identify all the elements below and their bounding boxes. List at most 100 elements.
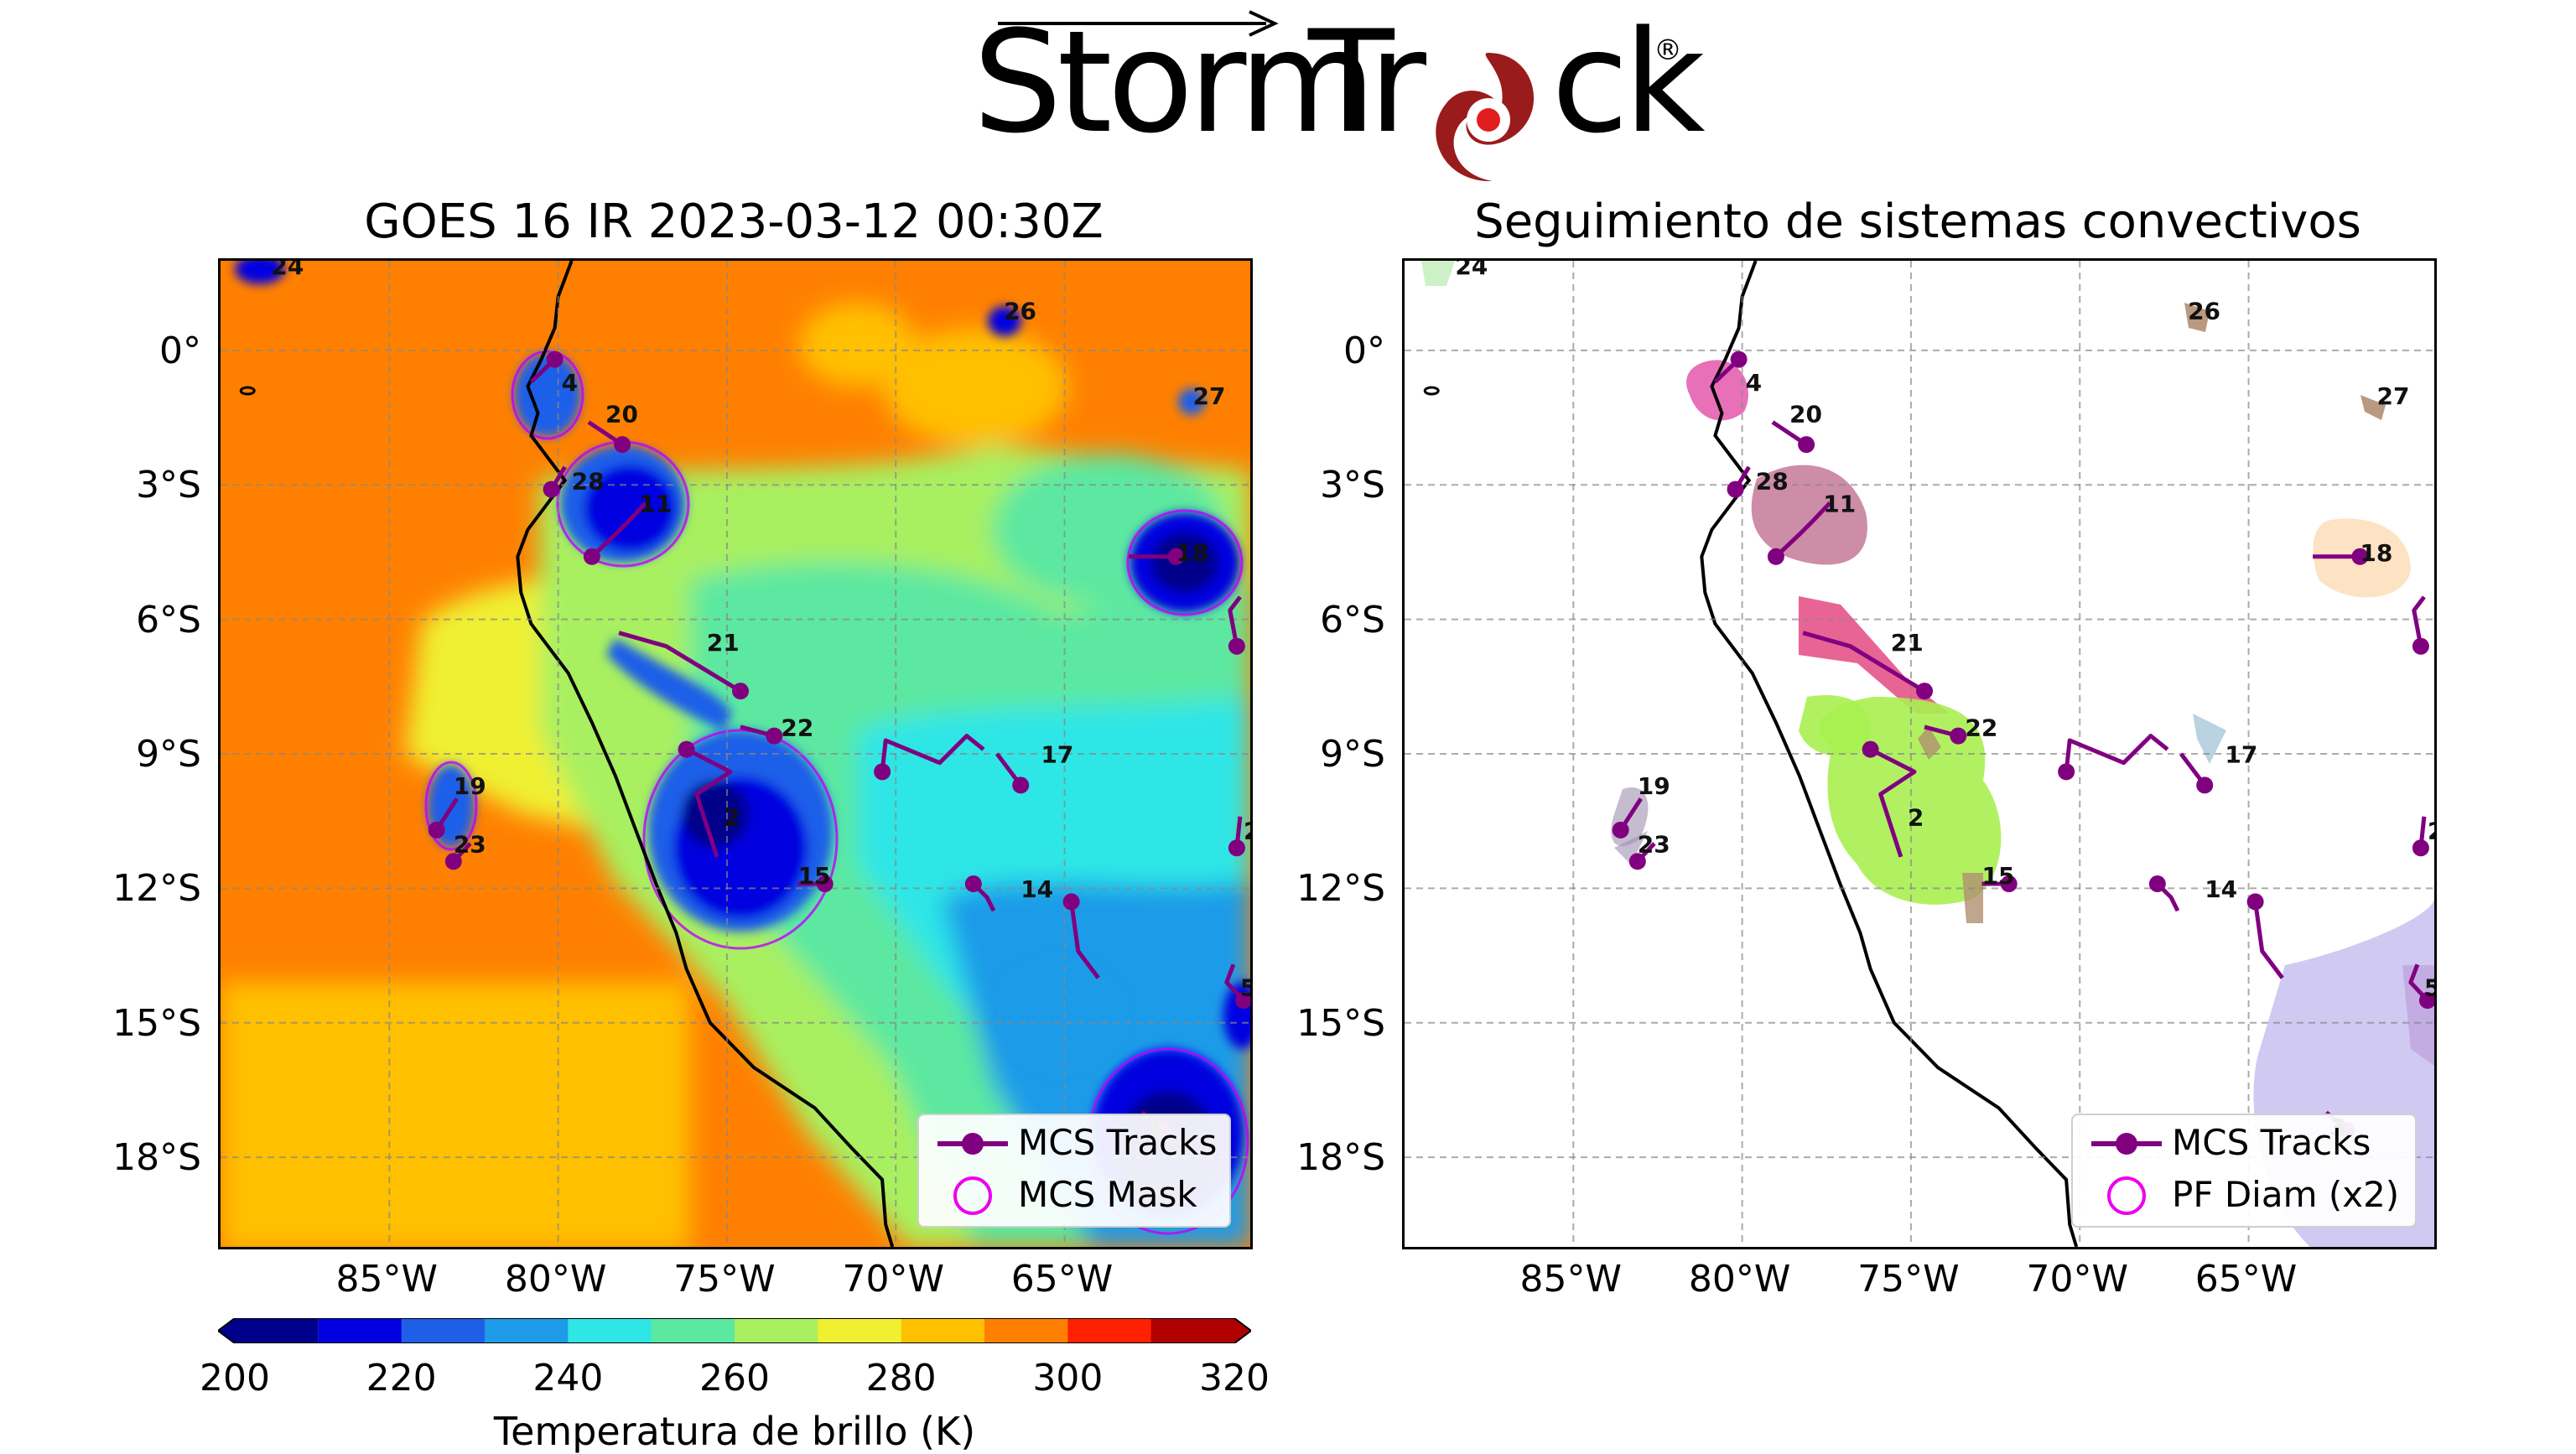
mcs-track-point <box>1767 548 1784 565</box>
colorbar-segment <box>651 1318 735 1343</box>
lon-tick-label: 70°W <box>2026 1258 2128 1301</box>
colorbar-tick-label: 300 <box>1032 1357 1104 1399</box>
system-id-label: 20 <box>605 400 638 428</box>
mcs-track-point <box>2148 875 2166 893</box>
system-id-label: 4 <box>1746 369 1762 397</box>
lon-tick-label: 80°W <box>1688 1258 1791 1301</box>
mcs-track-point <box>816 875 834 893</box>
mcs-track-point <box>1798 436 1815 454</box>
lon-tick-label: 85°W <box>335 1258 439 1301</box>
mcs-track-point <box>1062 893 1080 911</box>
mcs-track-line <box>1869 747 1917 858</box>
colorbar-segment <box>218 1318 319 1343</box>
legend-row-tracks: MCS Tracks <box>919 1119 1229 1169</box>
coastline <box>239 261 895 1247</box>
mcs-track-point <box>2351 548 2369 565</box>
mcs-track-point <box>1612 821 1629 839</box>
mcs-track-point <box>874 763 891 781</box>
colorbar <box>216 1317 1253 1344</box>
mcs-track-point <box>678 740 695 758</box>
colorbar-tick-label: 280 <box>865 1357 937 1399</box>
colorbar-label: Temperatura de brillo (K) <box>493 1409 976 1454</box>
lat-tick-label: 9°S <box>136 733 201 776</box>
colorbar-segment <box>401 1318 486 1343</box>
hurricane-swirl-icon <box>1426 40 1551 191</box>
lon-tick-label: 80°W <box>504 1258 607 1301</box>
colorbar-segment <box>318 1318 402 1343</box>
mcs-track-line <box>1774 501 1832 558</box>
lat-tick-label: 15°S <box>112 1001 201 1045</box>
colorbar-segment <box>901 1318 985 1343</box>
mcs-track-point <box>2196 776 2214 794</box>
mcs-track-point <box>444 853 462 870</box>
system-id-label: 23 <box>1638 831 1670 859</box>
right-legend: MCS Tracks PF Diam (x2) <box>2071 1114 2417 1228</box>
mcs-track-point <box>428 821 445 839</box>
system-id-label: 11 <box>639 490 672 517</box>
lat-tick-label: 3°S <box>1320 464 1385 507</box>
system-id-label: 17 <box>1041 741 1073 769</box>
logo-text-tr: Tr <box>1308 0 1426 164</box>
mcs-track-line <box>1228 595 1242 647</box>
system-id-label: 21 <box>1891 629 1924 657</box>
colorbar-segment <box>984 1318 1068 1343</box>
mcs-track-point <box>1628 853 1646 870</box>
mask-circle-icon <box>953 1176 992 1215</box>
system-id-label: 28 <box>572 468 605 496</box>
system-id-label: 23 <box>454 831 486 859</box>
system-id-label: 15 <box>1981 862 2014 890</box>
mcs-track-point <box>2418 992 2434 1009</box>
system-id-label: 19 <box>1638 772 1670 800</box>
system-id-label: 22 <box>1965 714 1997 742</box>
lat-tick-label: 15°S <box>1296 1001 1385 1045</box>
left-map-frame: 2426427202811182122171922325151453 <box>218 258 1253 1249</box>
mcs-track-point <box>766 727 783 745</box>
colorbar-segment <box>1150 1318 1251 1343</box>
lon-tick-label: 85°W <box>1519 1258 1623 1301</box>
system-id-label: 17 <box>2225 741 2257 769</box>
legend-tracks-label: MCS Tracks <box>2172 1122 2371 1163</box>
system-id-label: 11 <box>1823 490 1856 517</box>
lat-tick-label: 0° <box>1343 329 1385 372</box>
coastline-path <box>1700 261 2079 1247</box>
colorbar-segment <box>818 1318 902 1343</box>
system-labels: 2426427202811182122171922325151453 <box>1455 261 2434 1140</box>
mcs-track-line <box>618 631 742 693</box>
mcs-track-line <box>1802 631 1926 693</box>
mcs-track-point <box>1228 839 1245 857</box>
lat-tick-label: 6°S <box>1320 598 1385 641</box>
system-id-label: 27 <box>2377 382 2410 410</box>
system-id-label: 4 <box>562 369 578 397</box>
track-marker-icon <box>2091 1133 2162 1155</box>
lon-tick-label: 65°W <box>2194 1258 2298 1301</box>
system-id-label: 2 <box>724 804 740 832</box>
colorbar-segment <box>1067 1318 1152 1343</box>
colorbar-segment <box>568 1318 652 1343</box>
system-labels: 2426427202811182122171922325151453 <box>271 261 1250 1140</box>
logo-text-ck: ck <box>1551 0 1706 164</box>
mcs-track-line <box>685 747 733 858</box>
mcs-track-point <box>2000 875 2018 893</box>
legend-pf-diam-label: PF Diam (x2) <box>2172 1174 2400 1215</box>
mcs-track-point <box>1730 351 1748 368</box>
legend-tracks-label: MCS Tracks <box>1018 1122 1218 1163</box>
lat-tick-label: 18°S <box>112 1136 201 1180</box>
mcs-track-line <box>2412 595 2426 647</box>
lat-tick-label: 9°S <box>1320 733 1385 776</box>
mcs-track-point <box>732 683 750 700</box>
system-id-label: 21 <box>707 629 740 657</box>
colorbar-tick-label: 240 <box>532 1357 604 1399</box>
mcs-track-point <box>1012 776 1030 794</box>
mcs-track-point <box>964 875 982 893</box>
mcs-track-point <box>546 351 564 368</box>
colorbar-tick-label: 320 <box>1199 1357 1270 1399</box>
pf-diam-circle-icon <box>2107 1176 2146 1215</box>
stormtrack-logo: Storm Tr ck ® <box>973 0 1706 201</box>
mcs-track-point <box>1727 480 1744 498</box>
lat-tick-label: 12°S <box>1296 867 1385 911</box>
system-id-label: 22 <box>781 714 813 742</box>
mcs-track-point <box>583 548 600 565</box>
track-marker-icon <box>937 1133 1008 1155</box>
island-outline <box>239 386 256 396</box>
system-id-label: 28 <box>1756 468 1789 496</box>
